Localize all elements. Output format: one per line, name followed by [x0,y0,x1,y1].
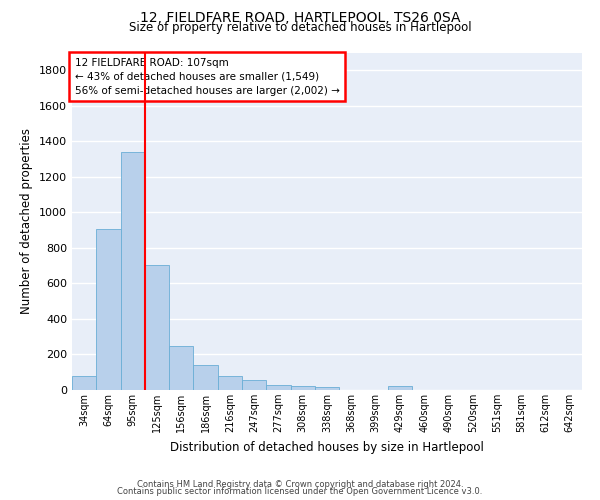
Bar [145,265,169,390]
X-axis label: Distribution of detached houses by size in Hartlepool: Distribution of detached houses by size … [170,440,484,454]
Bar [290,386,315,390]
Bar [242,380,266,390]
Bar [121,152,145,390]
Text: Contains public sector information licensed under the Open Government Licence v3: Contains public sector information licen… [118,487,482,496]
Y-axis label: Number of detached properties: Number of detached properties [20,128,34,314]
Text: Size of property relative to detached houses in Hartlepool: Size of property relative to detached ho… [128,22,472,35]
Bar [96,229,121,390]
Text: 12, FIELDFARE ROAD, HARTLEPOOL, TS26 0SA: 12, FIELDFARE ROAD, HARTLEPOOL, TS26 0SA [140,11,460,25]
Text: 12 FIELDFARE ROAD: 107sqm
← 43% of detached houses are smaller (1,549)
56% of se: 12 FIELDFARE ROAD: 107sqm ← 43% of detac… [74,58,340,96]
Bar [315,388,339,390]
Bar [169,346,193,390]
Bar [72,376,96,390]
Bar [218,376,242,390]
Text: Contains HM Land Registry data © Crown copyright and database right 2024.: Contains HM Land Registry data © Crown c… [137,480,463,489]
Bar [266,384,290,390]
Bar [193,365,218,390]
Bar [388,386,412,390]
